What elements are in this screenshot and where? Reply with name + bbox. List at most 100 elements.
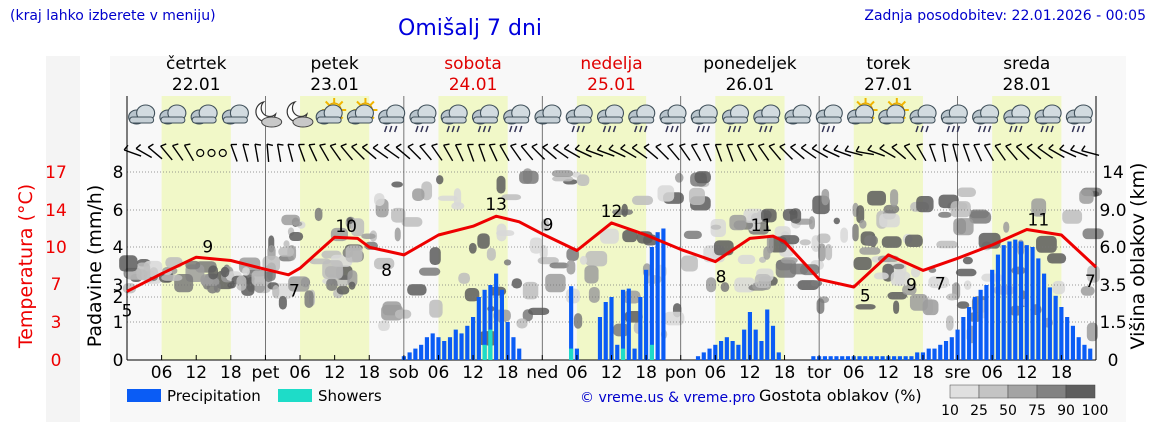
precipitation-bar <box>1042 273 1047 360</box>
cloud-icon <box>784 104 812 125</box>
wind-barb <box>994 143 1006 161</box>
wind-barb <box>811 144 829 159</box>
x-tick-label: 18 <box>1051 363 1073 383</box>
wind-barb <box>790 143 805 160</box>
x-tick-label: 18 <box>774 363 796 383</box>
sun-cloud-icon <box>878 98 909 125</box>
cloud-blob <box>437 195 458 201</box>
cloud-blob <box>754 274 771 289</box>
showers-bar <box>649 344 654 360</box>
wind-barb <box>297 143 306 162</box>
day-band <box>853 96 923 360</box>
cloud-blob <box>566 259 576 275</box>
precipitation-bar <box>442 341 447 360</box>
cloud-blob <box>881 236 902 248</box>
x-tick-label: 18 <box>912 363 934 383</box>
temperature-label: 11 <box>1028 210 1050 230</box>
wind-barb <box>867 144 885 157</box>
wind-barb <box>596 144 615 157</box>
cloud-blob <box>122 283 137 294</box>
precipitation-bar <box>903 356 908 360</box>
cloud-blob <box>537 257 559 265</box>
precipitation-bar <box>868 356 874 360</box>
temperature-label: 5 <box>122 301 133 321</box>
calm-wind-marker <box>218 148 227 158</box>
cloud-blob <box>394 309 412 319</box>
cloud-blob <box>893 300 900 315</box>
wind-barb <box>329 143 342 161</box>
cloud-blob <box>1087 265 1100 283</box>
cloud-blob <box>288 231 304 242</box>
cloud-height-axis-label: Višina oblakov (km) <box>1127 163 1149 350</box>
cloud-blob <box>816 233 831 244</box>
wind-barb <box>1015 143 1030 160</box>
wind-barb <box>135 144 153 159</box>
wind-barb <box>726 143 734 162</box>
x-tick-label: tor <box>807 363 831 383</box>
cloud-blob <box>1036 235 1057 253</box>
cloud-blob <box>326 278 338 291</box>
wind-barb <box>844 145 863 157</box>
cloud-blob <box>657 185 675 202</box>
cloud-rain-icon <box>972 104 1000 133</box>
cloud-blob <box>119 255 138 272</box>
cloud-density-swatch <box>978 384 1009 399</box>
legend-showers-label: Showers <box>318 387 382 405</box>
cloud-blob <box>683 230 702 240</box>
wind-barb <box>768 143 782 161</box>
wind-barb <box>563 144 581 159</box>
cloud-blob <box>909 294 928 311</box>
wind-barb <box>1070 144 1088 157</box>
day-date: 26.01 <box>726 75 775 95</box>
cloud-rain-icon <box>565 104 593 133</box>
sun-cloud-icon <box>346 98 378 125</box>
precipitation-bar <box>822 356 827 360</box>
wind-barb <box>553 143 569 159</box>
cloud-blob <box>378 320 390 332</box>
wind-barb <box>419 143 432 161</box>
wind-barb <box>542 143 557 160</box>
temp-tick-label: 17 <box>45 163 67 183</box>
precipitation-bar <box>863 356 868 360</box>
cloud-height-tick-label: 14 <box>1102 163 1124 183</box>
x-tick-label: 18 <box>358 363 380 383</box>
cloud-blob <box>348 281 356 290</box>
cloud-blob <box>278 295 287 310</box>
precipitation-bar <box>845 356 851 360</box>
wind-barb <box>242 143 250 162</box>
x-tick-label: 12 <box>462 363 484 383</box>
precipitation-bar <box>1013 239 1018 360</box>
cloud-blob <box>486 247 496 261</box>
temperature-label: 8 <box>716 268 727 288</box>
cloud-height-tick-label: 9.0 <box>1099 201 1126 221</box>
cloud-blob <box>780 257 798 264</box>
showers-bar <box>569 348 574 360</box>
day-name: sreda <box>1003 54 1050 74</box>
cloud-icon <box>159 104 187 125</box>
cloud-blob <box>477 233 490 249</box>
wind-barb <box>983 143 995 162</box>
cloud-rain-icon <box>721 104 750 133</box>
page-title: Omišalj 7 dni <box>398 16 543 41</box>
cloud-blob <box>549 262 569 269</box>
precip-tick-label: 0 <box>113 351 124 371</box>
x-tick-label: sob <box>389 363 419 383</box>
precipitation-bar <box>424 337 430 360</box>
cloud-blob <box>283 240 290 248</box>
cloud-blob <box>840 227 848 243</box>
wind-barb <box>1081 145 1100 157</box>
cloud-blob <box>962 256 973 265</box>
day-date: 28.01 <box>1002 75 1051 95</box>
temperature-label: 5 <box>860 286 871 306</box>
precipitation-bar <box>736 344 741 360</box>
cloud-blob <box>631 195 654 205</box>
wind-barb <box>608 144 626 158</box>
wind-barb <box>1005 143 1018 161</box>
precipitation-bar <box>632 348 637 360</box>
cloud-blob <box>314 207 323 222</box>
cloud-blob <box>511 278 523 289</box>
cloud-blob <box>622 229 638 243</box>
precipitation-bar <box>978 289 983 360</box>
x-tick-label: 06 <box>843 363 865 383</box>
precipitation-bar <box>1076 337 1081 360</box>
